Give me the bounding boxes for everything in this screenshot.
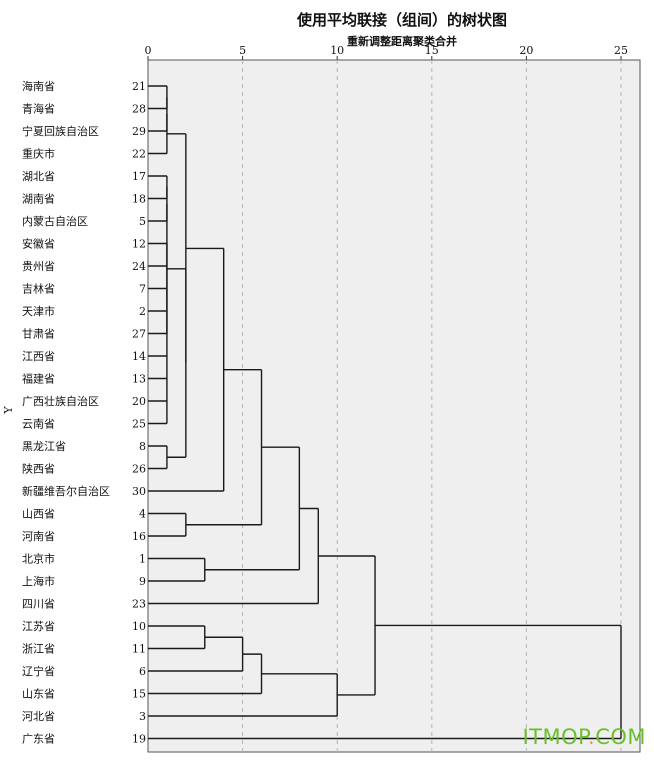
leaf-label: 天津市 — [22, 304, 55, 318]
leaf-id: 20 — [132, 395, 146, 408]
leaf-id: 12 — [132, 238, 146, 251]
x-tick-label: 0 — [145, 44, 152, 57]
leaf-id: 25 — [132, 418, 146, 431]
x-tick-label: 5 — [239, 44, 246, 57]
leaf-id: 27 — [132, 328, 146, 341]
y-axis-label: Y — [2, 406, 15, 415]
leaf-id: 19 — [132, 733, 146, 746]
leaf-label: 山东省 — [22, 688, 55, 701]
leaf-id: 18 — [132, 193, 146, 206]
leaf-id: 9 — [139, 575, 146, 588]
leaf-label: 宁夏回族自治区 — [22, 124, 99, 138]
leaf-id: 8 — [139, 440, 146, 453]
leaf-id: 15 — [132, 688, 146, 701]
leaf-label: 北京市 — [22, 552, 55, 566]
leaf-id: 24 — [132, 260, 146, 273]
leaf-label: 吉林省 — [22, 282, 55, 296]
leaf-id: 30 — [132, 485, 146, 498]
leaf-id: 11 — [132, 643, 146, 656]
leaf-label: 广西壮族自治区 — [22, 394, 99, 408]
watermark-main: ITMOP — [522, 725, 588, 749]
chart-title: 使用平均联接（组间）的树状图 — [296, 11, 507, 29]
x-tick-label: 20 — [519, 44, 533, 57]
leaf-label: 青海省 — [22, 102, 55, 116]
leaf-id: 26 — [132, 463, 146, 476]
leaf-id: 21 — [132, 80, 146, 93]
leaf-id: 10 — [132, 620, 146, 633]
x-tick-label: 10 — [330, 44, 344, 57]
leaf-label: 山西省 — [22, 508, 55, 521]
leaf-id: 1 — [139, 553, 146, 566]
leaf-id: 3 — [139, 710, 146, 723]
leaf-id: 14 — [132, 350, 146, 363]
leaf-id: 4 — [139, 508, 146, 521]
leaf-label: 湖北省 — [22, 170, 55, 183]
leaf-id: 28 — [132, 103, 146, 116]
leaf-label: 辽宁省 — [22, 664, 55, 678]
axis-scale-label: 重新调整距离聚类合并 — [347, 35, 457, 48]
leaf-label: 四川省 — [22, 598, 55, 611]
x-tick-label: 15 — [425, 44, 439, 57]
leaf-id: 23 — [132, 598, 146, 611]
leaf-label: 内蒙古自治区 — [22, 214, 88, 228]
leaf-id: 16 — [132, 530, 146, 543]
leaf-label: 河南省 — [22, 530, 55, 543]
leaf-label: 陕西省 — [22, 462, 55, 476]
leaf-label: 新疆维吾尔自治区 — [22, 484, 110, 498]
leaf-label: 甘肃省 — [22, 328, 55, 341]
watermark-logo: ITMOP.COM — [522, 725, 646, 749]
x-tick-label: 25 — [614, 44, 628, 57]
leaf-id: 17 — [132, 170, 146, 183]
leaf-id: 7 — [139, 283, 146, 296]
leaf-id: 5 — [139, 215, 146, 228]
leaf-label: 海南省 — [22, 79, 55, 93]
leaf-label: 福建省 — [22, 372, 55, 386]
leaf-label: 安徽省 — [22, 237, 55, 251]
leaf-id: 6 — [139, 665, 146, 678]
leaf-label: 贵州省 — [22, 260, 55, 273]
leaf-label: 重庆市 — [22, 147, 55, 161]
leaf-label: 江苏省 — [22, 620, 55, 633]
leaf-label: 上海市 — [22, 574, 55, 588]
leaf-label: 浙江省 — [22, 643, 55, 656]
leaf-label: 河北省 — [22, 710, 55, 723]
watermark-tld: COM — [595, 725, 646, 749]
leaf-id: 29 — [132, 125, 146, 138]
leaf-id: 22 — [132, 148, 146, 161]
watermark-dot: . — [588, 725, 596, 749]
plot-area — [147, 59, 641, 753]
leaf-label: 广东省 — [22, 733, 55, 746]
leaf-id: 2 — [139, 305, 146, 318]
leaf-label: 云南省 — [22, 418, 55, 431]
leaf-id: 13 — [132, 373, 146, 386]
leaf-label: 江西省 — [22, 350, 55, 363]
leaf-label: 黑龙江省 — [22, 440, 66, 453]
leaf-label: 湖南省 — [22, 193, 55, 206]
